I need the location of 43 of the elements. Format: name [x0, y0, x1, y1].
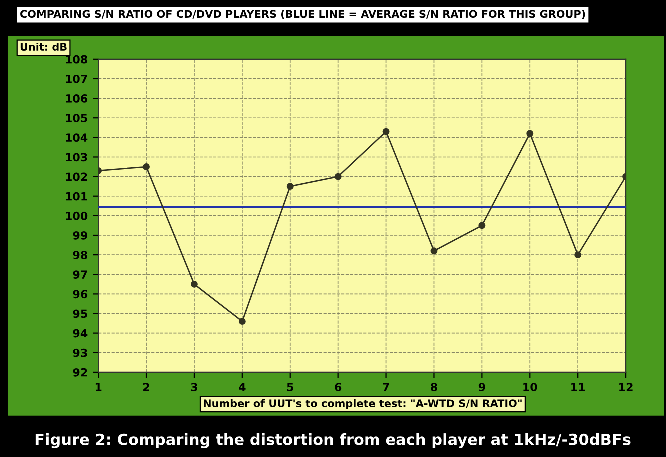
point [430, 248, 438, 255]
chart-title: COMPARING S/N RATIO OF CD/DVD PLAYERS (BLUE LINE = AVERAGE S/N RATIO FOR THIS GROUP) [20, 10, 586, 20]
x-tick-label: 4 [239, 383, 246, 392]
point [286, 183, 294, 190]
y-tick-label: 107 [66, 74, 88, 84]
y-tick-label: 100 [66, 212, 88, 220]
point [478, 222, 486, 230]
caption: Figure 2: Comparing the distortion from each player at 1kHz/-30dBFs [36, 434, 631, 448]
point [574, 252, 582, 259]
point [334, 173, 342, 180]
y-tick-label: 96 [73, 290, 88, 299]
y-axis-title: Unit: dB [20, 42, 67, 52]
x-tick-label: 5 [287, 383, 294, 392]
y-tick-label: 102 [66, 172, 88, 182]
x-tick-label: 1 [96, 383, 102, 392]
point [191, 280, 198, 288]
x-tick-label: 9 [478, 383, 486, 392]
x-tick-label: 7 [383, 383, 390, 392]
y-tick-label: 106 [66, 94, 88, 103]
y-tick-label: 99 [73, 231, 88, 240]
y-tick-label: 108 [66, 55, 88, 64]
point [526, 130, 534, 138]
y-tick-label: 104 [66, 134, 88, 142]
x-tick-label: 2 [144, 383, 150, 392]
x-tick-label: 11 [572, 383, 586, 392]
y-tick-label: 95 [73, 310, 88, 318]
x-tick-label: 6 [335, 383, 342, 392]
y-tick-label: 98 [73, 251, 88, 260]
x-tick-label: 3 [191, 383, 198, 392]
point [238, 318, 246, 326]
x-tick-label: 10 [524, 383, 538, 392]
y-tick-label: 101 [66, 192, 88, 201]
x-axis-title: Number of UUT's to complete test: "A-WTD S/N RATIO" [204, 399, 522, 410]
point [143, 164, 150, 170]
y-tick-label: 92 [73, 368, 88, 377]
x-tick-label: 8 [431, 383, 438, 392]
x-tick-label: 12 [620, 383, 633, 392]
y-tick-label: 105 [66, 114, 88, 122]
y-tick-label: 97 [73, 270, 88, 280]
y-tick-label: 94 [73, 329, 88, 338]
point [382, 128, 390, 136]
y-tick-label: 93 [73, 348, 88, 358]
y-tick-label: 103 [66, 153, 88, 162]
